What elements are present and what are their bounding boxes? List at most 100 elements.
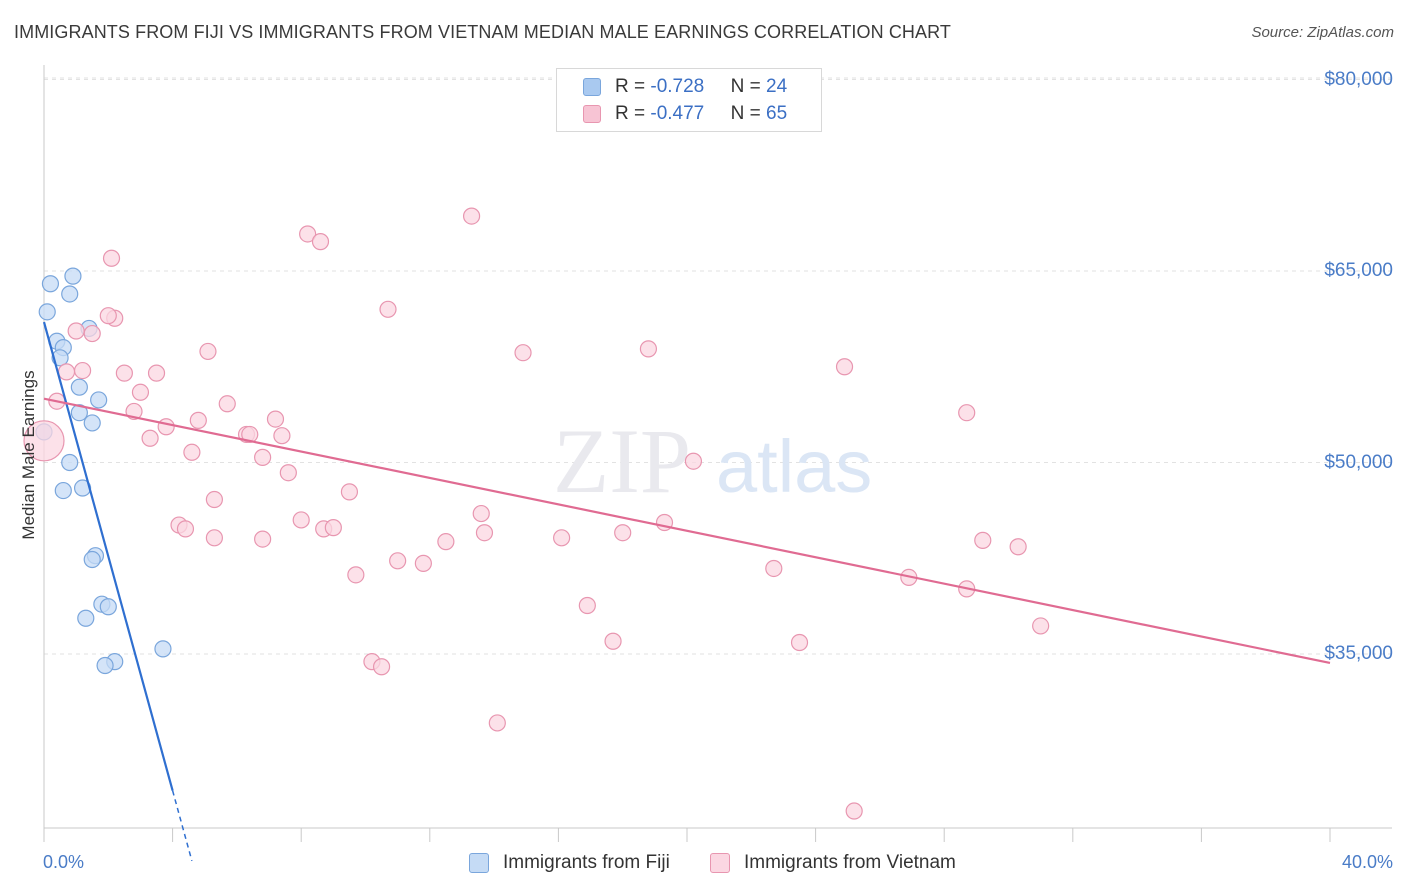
y-tick-label: $65,000 [1324, 260, 1393, 281]
vietnam-point [835, 358, 854, 376]
vietnam-point [218, 395, 236, 413]
legend-label: Immigrants from Vietnam [744, 852, 956, 873]
y-tick-label: $50,000 [1324, 451, 1393, 473]
vietnam-point [254, 448, 272, 466]
fiji-point [70, 378, 88, 396]
vietnam-point [414, 554, 432, 572]
vietnam-point [1009, 538, 1027, 556]
grid-lines [44, 77, 1392, 655]
vietnam-point [57, 363, 76, 381]
vietnam-point [131, 383, 150, 401]
fiji-point [61, 285, 79, 303]
vietnam-point [299, 225, 317, 243]
vietnam-point [1032, 617, 1050, 635]
vietnam-trend-line [43, 397, 1331, 665]
n-value: 24 [766, 76, 788, 97]
vietnam-point [189, 411, 207, 429]
vietnam-point [462, 207, 481, 225]
fiji-point [38, 303, 56, 321]
vietnam-point [311, 233, 330, 251]
vietnam-point [958, 404, 976, 422]
watermark: ZIP atlas [553, 410, 872, 512]
fiji-point [90, 391, 108, 409]
vietnam-point [639, 340, 658, 358]
r-value: -0.728 [650, 76, 705, 97]
chart-title: IMMIGRANTS FROM FIJI VS IMMIGRANTS FROM … [14, 22, 951, 42]
fiji-point [51, 349, 69, 367]
vietnam-point [340, 483, 359, 501]
fiji-swatch [583, 78, 601, 96]
vietnam-point [614, 524, 632, 542]
fiji-point [96, 656, 114, 675]
vietnam-point [254, 530, 272, 548]
n-label: N = [730, 76, 767, 97]
vietnam-point [488, 714, 506, 732]
vietnam-point [141, 429, 159, 447]
legend-item-fiji[interactable]: Immigrants from Fiji [469, 850, 689, 876]
vietnam-point [514, 344, 532, 362]
fiji-trend-line [42, 321, 174, 791]
vietnam-point [379, 300, 397, 318]
y-axis-label: Median Male Earnings [19, 370, 38, 540]
fiji-point [64, 267, 82, 285]
vietnam-point [241, 425, 259, 444]
vietnam-legend-swatch [710, 853, 730, 873]
legend-label: Immigrants from Fiji [503, 852, 670, 873]
x-tick-label-min: 0.0% [43, 852, 85, 872]
y-tick-label: $35,000 [1324, 643, 1393, 664]
stats-row-vietnam: R = -0.477 N = 65 [557, 103, 821, 127]
vietnam-point [472, 504, 490, 523]
watermark-zip: ZIP [553, 410, 691, 512]
vietnam-point [389, 552, 407, 570]
vietnam-point [765, 559, 783, 578]
fiji-point [99, 598, 117, 616]
fiji-legend-swatch [469, 853, 489, 873]
vietnam-point [347, 566, 365, 584]
vietnam-point [199, 342, 217, 361]
fiji-point [154, 640, 172, 658]
n-value: 65 [766, 103, 788, 124]
vietnam-point [266, 410, 285, 428]
fiji-trend-extension [171, 790, 193, 862]
vietnam-point [102, 249, 121, 267]
fiji-point [41, 275, 60, 293]
vietnam-point [684, 452, 703, 470]
vietnam-point [67, 322, 85, 340]
vietnam-point [578, 596, 596, 615]
r-label: R = [615, 76, 651, 97]
vietnam-point [205, 529, 223, 547]
vietnam-point [115, 364, 133, 382]
n-label: N = [730, 103, 767, 124]
vietnam-point [974, 531, 992, 549]
vietnam-point [176, 520, 195, 538]
fiji-point [83, 550, 101, 569]
r-value: -0.477 [650, 103, 705, 124]
vietnam-swatch [583, 105, 601, 123]
vietnam-point [324, 519, 342, 537]
vietnam-point [205, 490, 223, 509]
vietnam-point [23, 420, 65, 462]
data-points [23, 207, 1050, 820]
r-label: R = [615, 103, 651, 124]
vietnam-point [372, 658, 391, 676]
vietnam-point [604, 632, 622, 650]
source-note: Source: ZipAtlas.com [1251, 24, 1394, 41]
vietnam-point [147, 364, 166, 382]
vietnam-point [437, 533, 455, 551]
correlation-stats-box: R = -0.728 N = 24 R = -0.477 N = 65 [556, 68, 822, 132]
vietnam-point [553, 529, 571, 547]
stats-row-fiji: R = -0.728 N = 24 [557, 76, 821, 100]
vietnam-point [845, 802, 863, 820]
trend-lines [42, 321, 1331, 862]
fiji-point [61, 453, 79, 472]
vietnam-point [157, 418, 175, 436]
vietnam-point [279, 464, 297, 482]
vietnam-point [73, 361, 92, 380]
vietnam-point [83, 324, 101, 343]
fiji-point [77, 609, 95, 627]
legend-item-vietnam[interactable]: Immigrants from Vietnam [710, 850, 980, 876]
vietnam-point [475, 524, 494, 542]
fiji-point [70, 404, 88, 422]
vietnam-point [99, 307, 117, 325]
